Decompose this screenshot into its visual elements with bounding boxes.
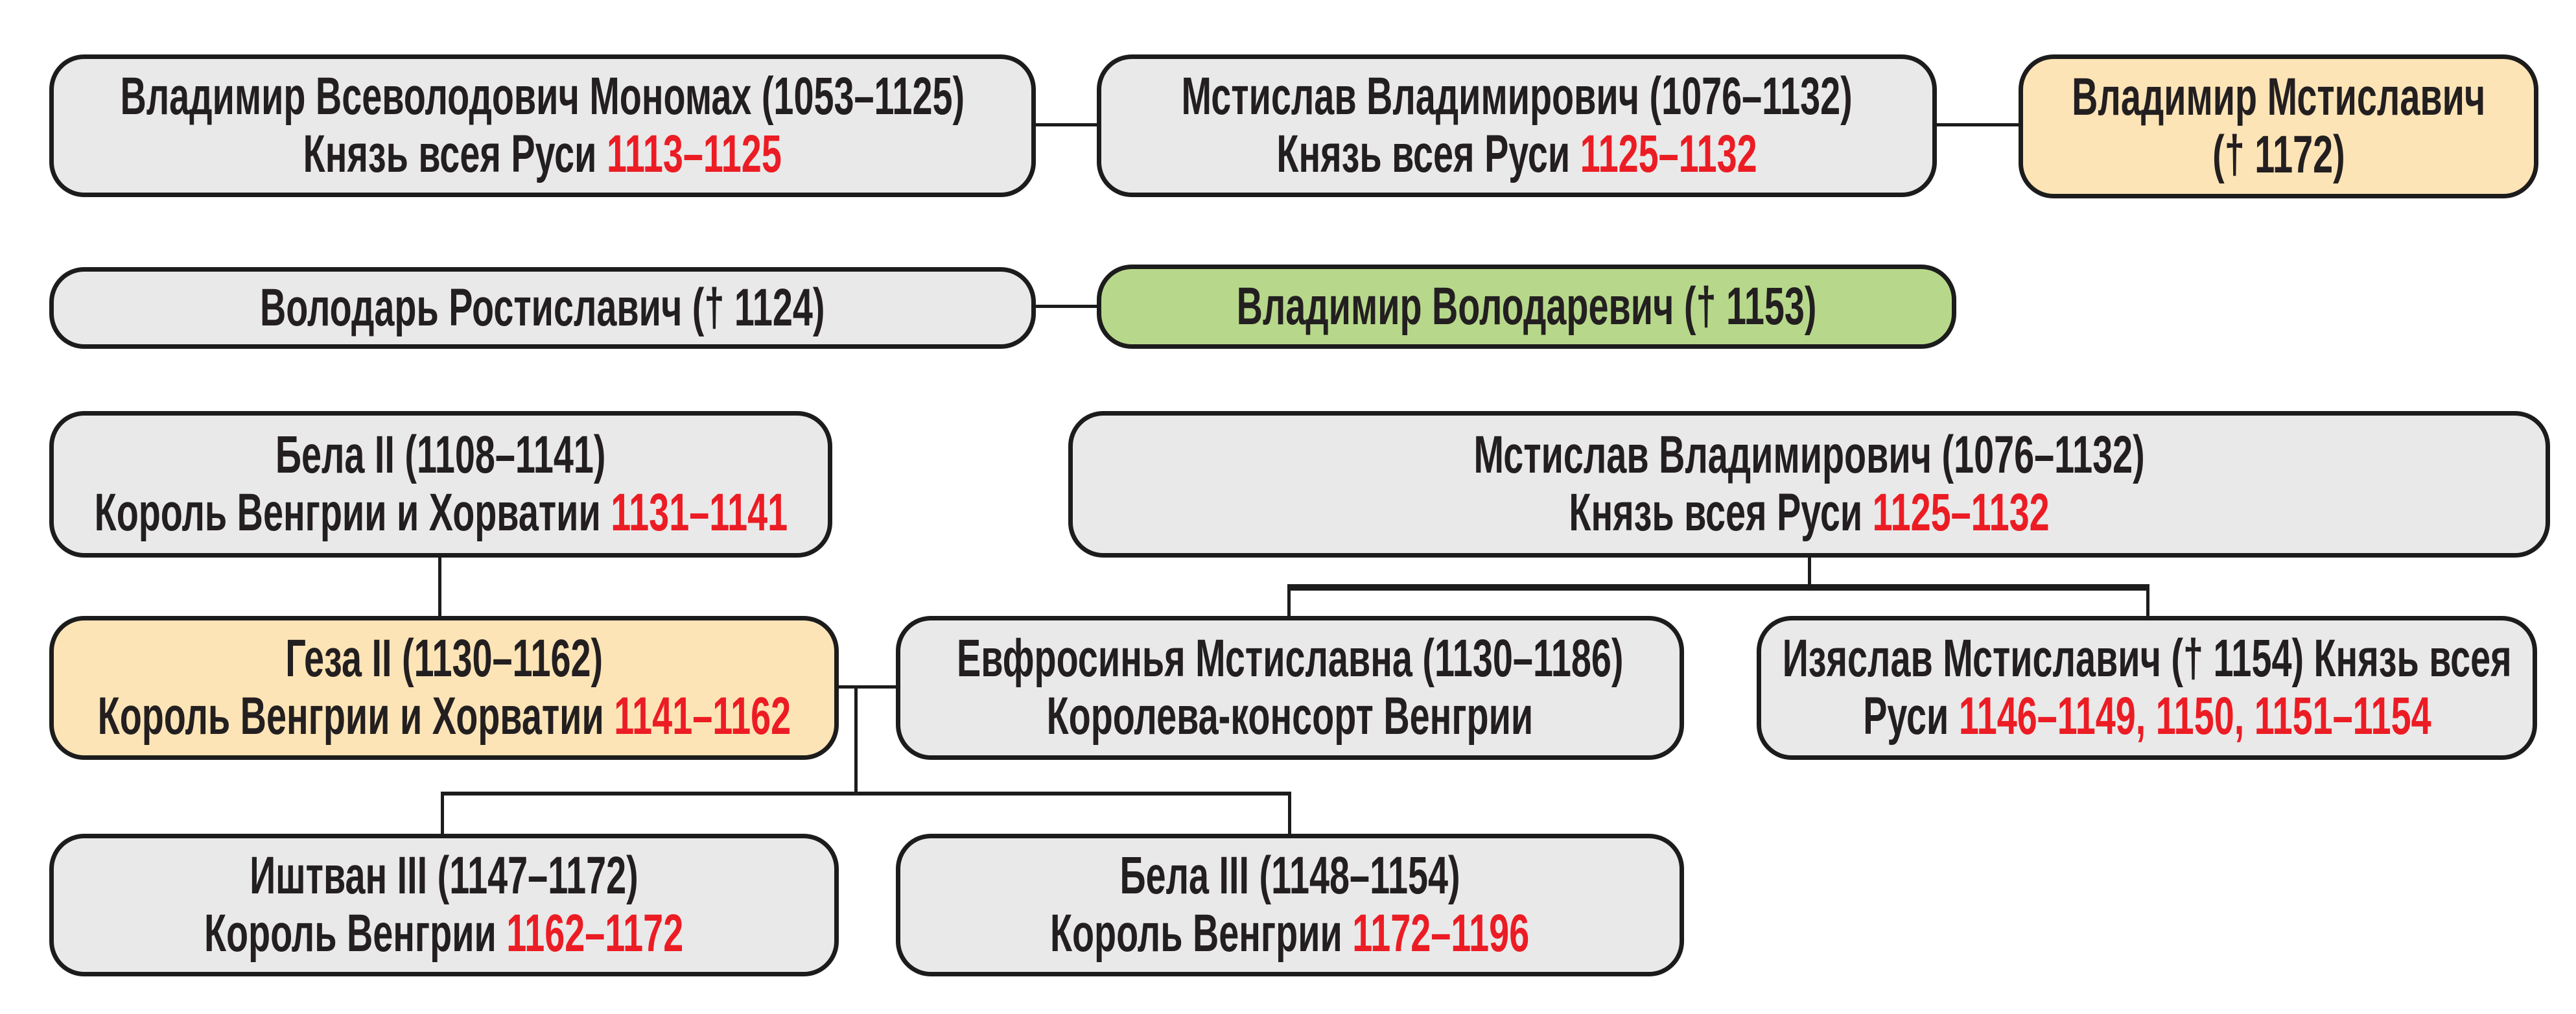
reign-dates: 1125–1132 (1872, 483, 2050, 542)
node-vladimir-monomakh: Владимир Всеволодович Мономах (1053–1125… (49, 54, 1036, 197)
node-mstislav-vladimirovich-top: Мстислав Владимирович (1076–1132) Князь … (1097, 54, 1937, 197)
title-text: Руси (1862, 687, 1959, 746)
person-name: Евфросинья Мстиславна (1130–1186) (956, 629, 1624, 689)
node-izyaslav-mstislavich: Изяслав Мстиславич († 1154) Князь всея Р… (1757, 616, 2537, 760)
connector-volodar-vladimir (1036, 305, 1097, 308)
connector-monomakh-mstislav (1036, 123, 1097, 126)
connector-down-to-istvan (441, 794, 444, 834)
connector-down-to-efrosinya (1287, 589, 1291, 617)
person-title: Князь всея Руси 1125–1132 (1276, 124, 1757, 183)
node-geza-ii: Геза II (1130–1162) Король Венгрии и Хор… (49, 616, 839, 760)
reign-dates: 1162–1172 (506, 904, 684, 963)
person-title: Король Венгрии 1172–1196 (1050, 904, 1530, 963)
reign-dates: 1146–1149, 1150, 1151–1154 (1958, 687, 2431, 746)
connector-down-to-belaiii (1288, 794, 1291, 834)
connector-belaii-gezaii (438, 558, 441, 616)
connector-marriage-down (854, 685, 858, 796)
person-title: Король Венгрии и Хорватии 1141–1162 (97, 687, 791, 746)
node-volodar-rostislavich: Володарь Ростиславич († 1124) (49, 267, 1036, 349)
connector-mstislav-vladimir (1937, 123, 2019, 126)
person-name: Бела III (1148–1154) (1119, 846, 1460, 906)
reign-dates: 1125–1132 (1580, 124, 1757, 183)
person-title: Руси 1146–1149, 1150, 1151–1154 (1862, 687, 2431, 746)
person-name: Владимир Мстиславич (2071, 67, 2486, 127)
node-mstislav-vladimirovich-mid: Мстислав Владимирович (1076–1132) Князь … (1068, 411, 2550, 558)
title-text: Князь всея Руси (1276, 124, 1580, 183)
reign-dates: 1172–1196 (1352, 904, 1530, 963)
title-text: Король Венгрии и Хорватии (94, 483, 611, 542)
person-title: Князь всея Руси 1125–1132 (1569, 484, 2049, 542)
reign-dates: 1131–1141 (610, 483, 788, 542)
person-title: Королева-консорт Венгрии (1046, 687, 1534, 746)
person-name: Бела II (1108–1141) (275, 425, 606, 485)
person-dates: († 1172) (2212, 125, 2345, 184)
connector-mstislav-children-bar (1287, 584, 2149, 591)
node-vladimir-mstislavich: Владимир Мстиславич († 1172) (2019, 54, 2538, 198)
title-text: Король Венгрии (1050, 904, 1353, 963)
connector-geza-efrosinya-marriage (839, 685, 896, 689)
node-vladimir-volodarevich: Владимир Володаревич († 1153) (1097, 265, 1956, 349)
person-name: Мстислав Владимирович (1076–1132) (1181, 67, 1853, 126)
title-text: Князь всея Руси (303, 124, 607, 183)
person-name: Изяслав Мстиславич († 1154) Князь всея (1782, 629, 2512, 689)
reign-dates: 1113–1125 (607, 124, 782, 183)
connector-mstislav-down (1808, 556, 1811, 587)
person-name: Геза II (1130–1162) (285, 629, 603, 689)
person-name: Владимир Всеволодович Мономах (1053–1125… (120, 67, 965, 126)
title-text: Князь всея Руси (1569, 483, 1873, 542)
person-title: Король Венгрии и Хорватии 1131–1141 (94, 484, 788, 542)
title-text: Король Венгрии (204, 904, 507, 963)
connector-down-to-izyaslav (2146, 589, 2149, 617)
person-title: Князь всея Руси 1113–1125 (303, 124, 782, 183)
node-istvan-iii: Иштван III (1147–1172) Король Венгрии 11… (49, 834, 839, 976)
node-bela-iii: Бела III (1148–1154) Король Венгрии 1172… (896, 834, 1684, 976)
connector-marriage-children-bar (441, 792, 1291, 796)
node-bela-ii: Бела II (1108–1141) Король Венгрии и Хор… (49, 411, 832, 558)
person-name: Мстислав Владимирович (1076–1132) (1473, 425, 2145, 485)
reign-dates: 1141–1162 (613, 687, 791, 746)
person-title: Король Венгрии 1162–1172 (204, 904, 684, 963)
person-name: Иштван III (1147–1172) (250, 846, 638, 906)
node-efrosinya-mstislavna: Евфросинья Мстиславна (1130–1186) Короле… (896, 616, 1684, 760)
title-text: Король Венгрии и Хорватии (97, 687, 614, 746)
person-name: Владимир Володаревич († 1153) (1236, 276, 1817, 336)
person-name: Володарь Ростиславич († 1124) (260, 277, 825, 337)
